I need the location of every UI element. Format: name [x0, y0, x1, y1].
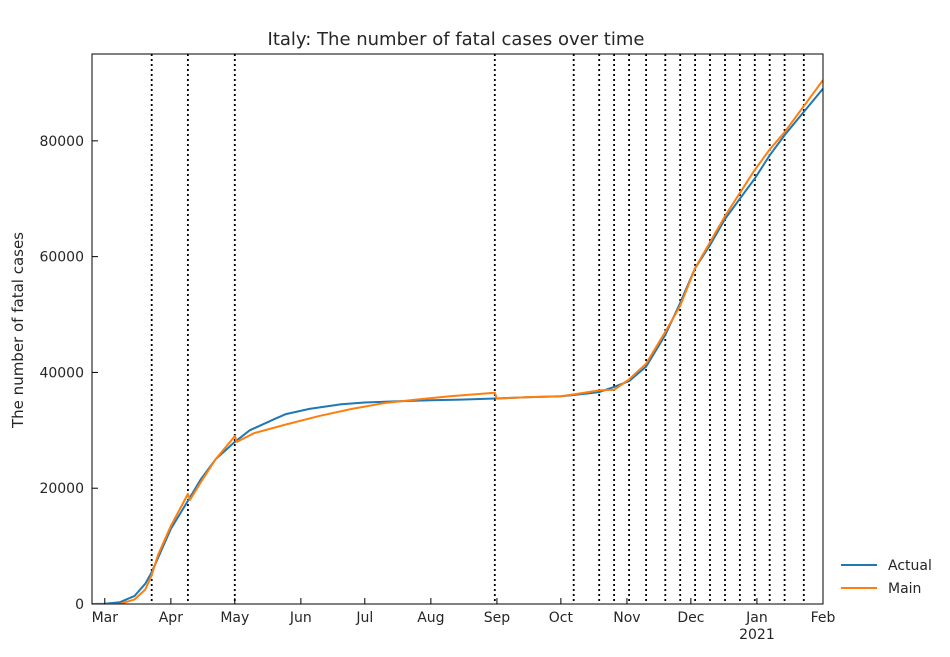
- x-tick-label: Jan: [745, 610, 768, 626]
- legend: Actual Main: [841, 558, 932, 597]
- y-axis-label: The number of fatal cases: [9, 232, 27, 429]
- x-tick-label: Aug: [417, 610, 444, 626]
- x-tick-label: Dec: [677, 610, 704, 626]
- plot-frame: [91, 53, 824, 605]
- x-tick-label: Feb: [811, 610, 836, 626]
- x-tick-label: Mar: [92, 610, 119, 626]
- y-axis-ticks: 0 20000 40000 60000 80000: [39, 134, 98, 613]
- y-tick-label: 40000: [39, 365, 84, 381]
- x-tick-label: Jul: [355, 610, 373, 626]
- y-tick-label: 80000: [39, 134, 84, 150]
- chart-title: Italy: The number of fatal cases over ti…: [268, 29, 645, 50]
- y-tick-label: 20000: [39, 481, 84, 497]
- x-tick-sublabel: 2021: [739, 627, 775, 643]
- x-tick-label: Oct: [549, 610, 574, 626]
- series-line-main: [92, 79, 823, 604]
- x-tick-label: May: [220, 610, 249, 626]
- y-tick-label: 0: [75, 597, 84, 613]
- legend-label-actual: Actual: [888, 558, 932, 574]
- change-date-lines: [150, 54, 805, 604]
- series-layer: [92, 79, 823, 604]
- x-tick-label: Jun: [289, 610, 312, 626]
- x-tick-label: Sep: [484, 610, 511, 626]
- series-line-actual: [92, 88, 823, 604]
- x-tick-label: Apr: [159, 610, 183, 626]
- legend-label-main: Main: [888, 581, 921, 597]
- y-tick-label: 60000: [39, 250, 84, 266]
- x-tick-label: Nov: [613, 610, 640, 626]
